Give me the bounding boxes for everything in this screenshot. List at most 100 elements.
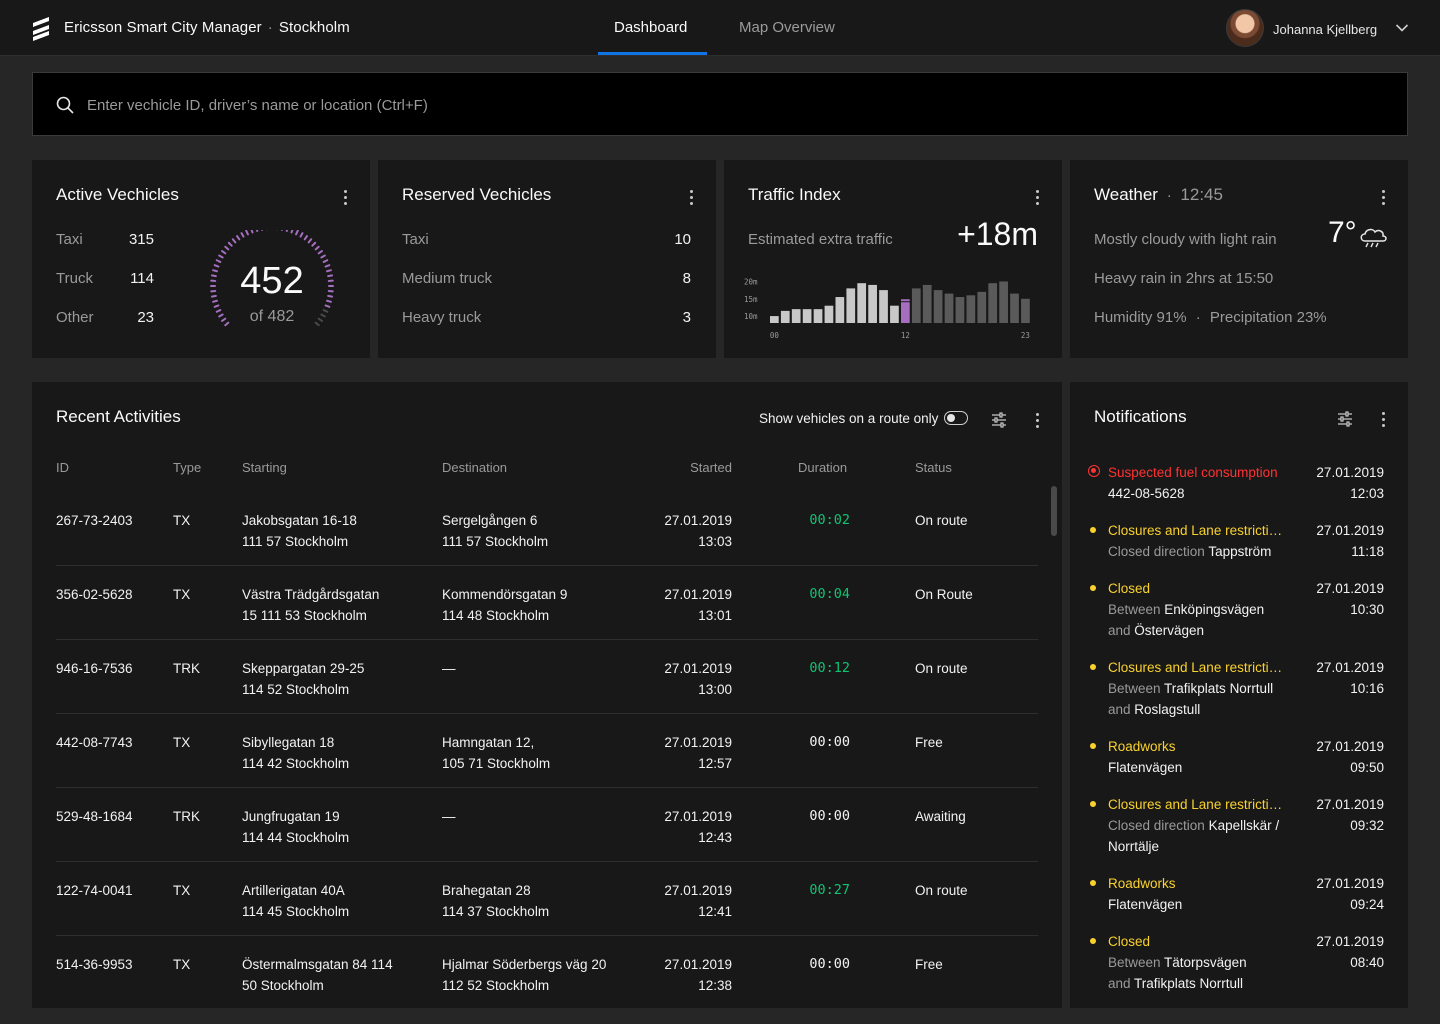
column-header-status[interactable]: Status bbox=[915, 460, 952, 475]
table-row[interactable]: 946-16-7536 TRK Skeppargatan 29-25 114 52 S… bbox=[56, 640, 1038, 714]
cell-status: Awaiting bbox=[915, 809, 966, 824]
more-options-icon[interactable] bbox=[344, 190, 348, 206]
gauge-tick bbox=[255, 230, 259, 232]
cell-duration: 00:00 bbox=[809, 956, 850, 972]
cell-started-line: 12:41 bbox=[698, 904, 732, 919]
traffic-bar bbox=[791, 309, 801, 323]
cell-started-line: 12:38 bbox=[698, 978, 732, 993]
gauge-tick bbox=[314, 245, 320, 251]
notification-time: 10:16 bbox=[1350, 681, 1384, 696]
filter-icon[interactable] bbox=[991, 412, 1007, 428]
x-tick-label: 23 bbox=[1021, 331, 1030, 340]
notification-title: Closures and Lane restrictions bbox=[1108, 660, 1284, 675]
column-header-id[interactable]: ID bbox=[56, 460, 69, 475]
traffic-bar bbox=[868, 284, 877, 323]
search-input[interactable] bbox=[87, 87, 1367, 123]
notification-body: Flatenvägen bbox=[1108, 894, 1298, 915]
table-scrollbar[interactable] bbox=[1051, 486, 1057, 536]
cell-destination-line: Hamngatan 12, bbox=[442, 735, 535, 750]
gauge-tick bbox=[227, 241, 233, 247]
table-row[interactable]: 529-48-1684 TRK Jungfrugatan 19 114 44 Stoc… bbox=[56, 788, 1038, 862]
notification-date: 27.01.2019 bbox=[1316, 523, 1384, 538]
cell-duration: 00:02 bbox=[809, 512, 850, 528]
cell-status: Free bbox=[915, 735, 943, 750]
card-title: Traffic Index bbox=[748, 185, 841, 204]
ericsson-logo-icon[interactable] bbox=[30, 16, 52, 42]
traffic-bar bbox=[911, 288, 921, 323]
traffic-bar bbox=[944, 293, 954, 323]
weather-separator: · bbox=[1166, 187, 1172, 204]
cell-started: 27.01.2019 12:57 bbox=[632, 732, 732, 774]
notification-title: Suspected fuel consumption bbox=[1108, 465, 1278, 480]
weather-description: Mostly cloudy with light rain bbox=[1094, 231, 1277, 248]
gauge-tick bbox=[322, 309, 329, 313]
tab-dashboard[interactable]: Dashboard bbox=[614, 19, 688, 36]
gauge-tick bbox=[324, 304, 331, 308]
more-options-icon[interactable] bbox=[690, 190, 694, 206]
filter-icon[interactable] bbox=[1337, 411, 1353, 427]
user-name[interactable]: Johanna Kjellberg bbox=[1273, 22, 1378, 37]
column-header-starting[interactable]: Starting bbox=[242, 460, 287, 475]
table-row[interactable]: 356-02-5628 TX Västra Trädgårdsgatan 15 111… bbox=[56, 566, 1038, 640]
gauge-tick bbox=[326, 269, 332, 273]
notification-timestamp: 27.01.2019 09:24 bbox=[1316, 873, 1384, 915]
cell-started: 27.01.2019 13:03 bbox=[632, 510, 732, 552]
cell-started: 27.01.2019 12:43 bbox=[632, 806, 732, 848]
notification-line: and Östervägen bbox=[1108, 620, 1298, 641]
cell-destination-line: Brahegatan 28 bbox=[442, 883, 531, 898]
weather-time: 12:45 bbox=[1180, 185, 1223, 204]
table-row[interactable]: 122-74-0041 TX Artillerigatan 40A 114 45 St… bbox=[56, 862, 1038, 936]
taxi-label: Taxi bbox=[56, 231, 83, 248]
notification-text: Closed direction bbox=[1108, 818, 1209, 833]
table-row[interactable]: 442-08-7743 TX Sibyllegatan 18 114 42 Stock… bbox=[56, 714, 1038, 788]
column-header-duration[interactable]: Duration bbox=[798, 460, 848, 475]
notification-title: Roadworks bbox=[1108, 739, 1176, 754]
notification-timestamp: 27.01.2019 08:40 bbox=[1316, 931, 1384, 973]
search-bar bbox=[32, 72, 1408, 136]
card-title: Active Vechicles bbox=[56, 185, 179, 204]
table-row[interactable]: 514-36-9953 TX Östermalmsgatan 84 114 50 St… bbox=[56, 936, 1038, 1008]
notification-text: Trafikplats Norrtull bbox=[1164, 681, 1274, 696]
table-row[interactable]: 267-73-2403 TX Jakobsgatan 16-18 111 57 Sto… bbox=[56, 492, 1038, 566]
warning-dot-icon bbox=[1090, 938, 1096, 944]
more-options-icon[interactable] bbox=[1382, 190, 1386, 206]
notification-date: 27.01.2019 bbox=[1316, 876, 1384, 891]
more-options-icon[interactable] bbox=[1036, 413, 1040, 429]
notification-body: Between Tätorpsvägen and Trafikplats Norr… bbox=[1108, 952, 1298, 994]
column-header-type[interactable]: Type bbox=[173, 460, 202, 475]
reserved-heavy-truck-label: Heavy truck bbox=[402, 309, 482, 326]
other-count: 23 bbox=[137, 309, 154, 326]
gauge-tick bbox=[324, 264, 331, 268]
chevron-down-icon[interactable] bbox=[1395, 23, 1409, 33]
cell-status: On route bbox=[915, 883, 968, 898]
notification-text: Östervägen bbox=[1134, 623, 1205, 638]
notification-line: 442-08-5628 bbox=[1108, 483, 1298, 504]
cell-destination-line: Hjalmar Söderbergs väg 20 bbox=[442, 957, 607, 972]
notification-text: and bbox=[1108, 623, 1135, 638]
tab-map-overview[interactable]: Map Overview bbox=[739, 19, 835, 36]
cell-destination-line: Sergelgången 6 bbox=[442, 513, 538, 528]
notification-text: Flatenvägen bbox=[1108, 760, 1183, 775]
cell-id: 356-02-5628 bbox=[56, 587, 133, 602]
traffic-bar bbox=[770, 316, 779, 323]
more-options-icon[interactable] bbox=[1382, 412, 1386, 428]
reserved-heavy-truck-count: 3 bbox=[682, 309, 691, 326]
cell-started-line: 27.01.2019 bbox=[664, 957, 732, 972]
gauge-tick bbox=[221, 250, 227, 255]
humidity: Humidity 91% bbox=[1094, 309, 1187, 326]
search-icon[interactable] bbox=[55, 95, 75, 115]
notification-title: Closures and Lane restrictions bbox=[1108, 797, 1284, 812]
cell-started: 27.01.2019 13:00 bbox=[632, 658, 732, 700]
cell-started-line: 27.01.2019 bbox=[664, 513, 732, 528]
column-header-destination[interactable]: Destination bbox=[442, 460, 508, 475]
avatar[interactable] bbox=[1226, 9, 1264, 47]
more-options-icon[interactable] bbox=[1036, 190, 1040, 206]
route-only-toggle[interactable] bbox=[944, 411, 968, 425]
cell-starting-line: Östermalmsgatan 84 114 bbox=[242, 957, 393, 972]
notification-timestamp: 27.01.2019 09:50 bbox=[1316, 736, 1384, 778]
warning-dot-icon bbox=[1090, 527, 1096, 533]
notification-date: 27.01.2019 bbox=[1316, 934, 1384, 949]
cell-id: 442-08-7743 bbox=[56, 735, 133, 750]
notification-line: and Trafikplats Norrtull bbox=[1108, 973, 1298, 994]
column-header-started[interactable]: Started bbox=[690, 460, 732, 475]
